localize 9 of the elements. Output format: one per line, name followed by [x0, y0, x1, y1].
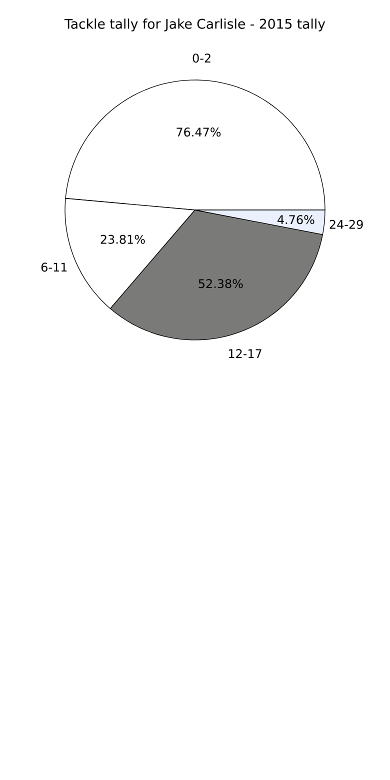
- data-label: 4.76%: [278, 215, 314, 224]
- data-label: 23.81%: [100, 234, 145, 244]
- data-label: 76.47%: [176, 128, 221, 137]
- slice-label: 0-2: [192, 54, 210, 63]
- slice-label: 24-29: [330, 220, 363, 229]
- slice-label: 12-17: [228, 349, 262, 358]
- slice-label: 6-11: [41, 262, 67, 272]
- chart-title: Tackle tally for Jake Carlisle - 2015 tally: [64, 18, 326, 32]
- data-label: 52.38%: [198, 279, 243, 288]
